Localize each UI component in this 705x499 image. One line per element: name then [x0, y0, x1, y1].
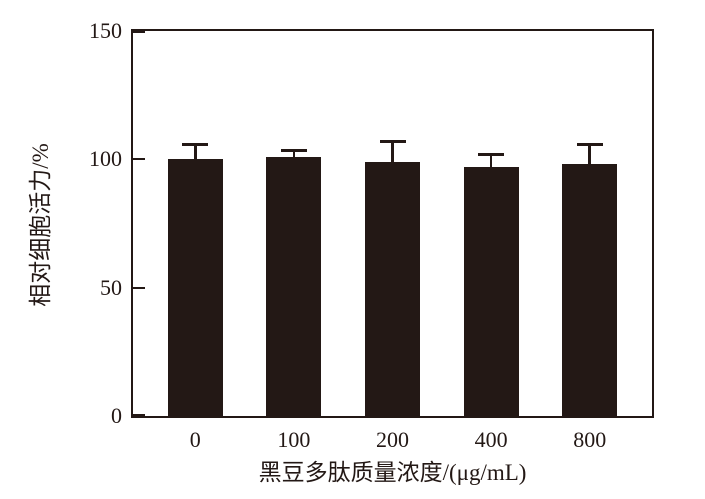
- error-bar-cap-800: [576, 142, 603, 146]
- bar-400: [463, 167, 519, 416]
- x-tick-label: 100: [277, 427, 311, 452]
- error-bar-cap-0: [182, 142, 209, 146]
- error-bar-whisker-800: [588, 143, 591, 165]
- error-bar-whisker-0: [194, 143, 197, 160]
- y-tick-mark: [133, 158, 145, 161]
- bar-100: [266, 156, 322, 416]
- y-tick-label: 150: [89, 18, 122, 43]
- error-bar-cap-400: [478, 153, 505, 157]
- x-tick-label: 0: [189, 427, 201, 452]
- y-tick-label: 100: [89, 146, 122, 172]
- error-bar-whisker-400: [489, 154, 493, 168]
- error-bar-whisker-100: [292, 150, 296, 157]
- y-tick-mark: [133, 414, 145, 416]
- y-tick-label: 0: [111, 403, 122, 428]
- error-bar-cap-100: [280, 149, 307, 153]
- error-bar-whisker-200: [391, 141, 394, 162]
- y-tick-mark: [133, 31, 145, 33]
- bar-200: [365, 161, 420, 416]
- x-tick-label: 800: [573, 427, 607, 452]
- y-tick-mark: [133, 286, 145, 289]
- x-axis-title: 黑豆多肽质量浓度/(μg/mL): [258, 460, 527, 485]
- x-tick-label: 200: [376, 427, 409, 452]
- y-tick-label: 50: [100, 274, 122, 300]
- x-tick-label: 400: [474, 427, 508, 452]
- error-bar-cap-200: [379, 140, 406, 144]
- bar-800: [562, 164, 618, 416]
- plot-area: [131, 29, 654, 418]
- bar-0: [167, 159, 223, 416]
